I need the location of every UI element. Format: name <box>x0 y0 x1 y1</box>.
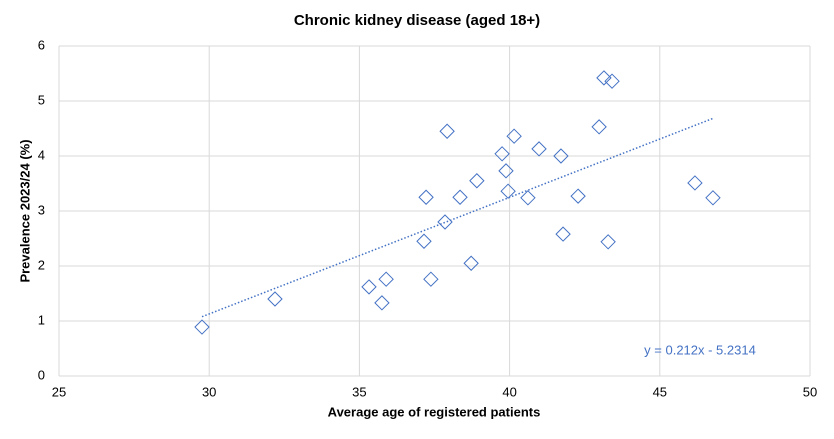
data-point <box>596 70 612 86</box>
data-point <box>604 73 620 89</box>
trendline <box>201 117 714 318</box>
data-point <box>437 214 453 230</box>
data-point <box>418 189 434 205</box>
y-tick-label: 1 <box>38 312 45 327</box>
trendline-equation: y = 0.212x - 5.2314 <box>644 342 756 357</box>
x-tick-label: 25 <box>52 384 66 399</box>
data-point <box>531 141 547 157</box>
y-tick-label: 0 <box>38 367 45 382</box>
data-point <box>469 173 485 189</box>
y-tick-label: 2 <box>38 257 45 272</box>
data-point <box>591 119 607 135</box>
data-point <box>374 295 390 311</box>
y-tick-label: 3 <box>38 202 45 217</box>
data-point <box>520 190 536 206</box>
y-tick-label: 6 <box>38 37 45 52</box>
data-point <box>439 123 455 139</box>
y-axis-title: Prevalence 2023/24 (%) <box>17 139 32 282</box>
y-tick-label: 4 <box>38 147 45 162</box>
data-point <box>452 189 468 205</box>
data-point <box>600 234 616 250</box>
data-point <box>570 188 586 204</box>
data-point <box>494 146 510 162</box>
data-point <box>498 163 514 179</box>
x-tick-label: 35 <box>352 384 366 399</box>
data-point <box>416 233 432 249</box>
data-point <box>463 255 479 271</box>
data-point <box>194 319 210 335</box>
x-axis-title: Average age of registered patients <box>328 404 541 419</box>
data-point <box>506 128 522 144</box>
x-tick-label: 50 <box>803 384 817 399</box>
chart-title: Chronic kidney disease (aged 18+) <box>294 12 540 29</box>
data-point <box>553 148 569 164</box>
x-tick-label: 45 <box>653 384 667 399</box>
data-point <box>267 291 283 307</box>
data-point <box>361 279 377 295</box>
data-point <box>687 175 703 191</box>
data-point <box>378 271 394 287</box>
y-tick-label: 5 <box>38 92 45 107</box>
x-tick-label: 40 <box>502 384 516 399</box>
data-point <box>423 271 439 287</box>
data-point <box>555 226 571 242</box>
x-tick-label: 30 <box>202 384 216 399</box>
data-point <box>705 190 721 206</box>
data-point <box>500 183 516 199</box>
